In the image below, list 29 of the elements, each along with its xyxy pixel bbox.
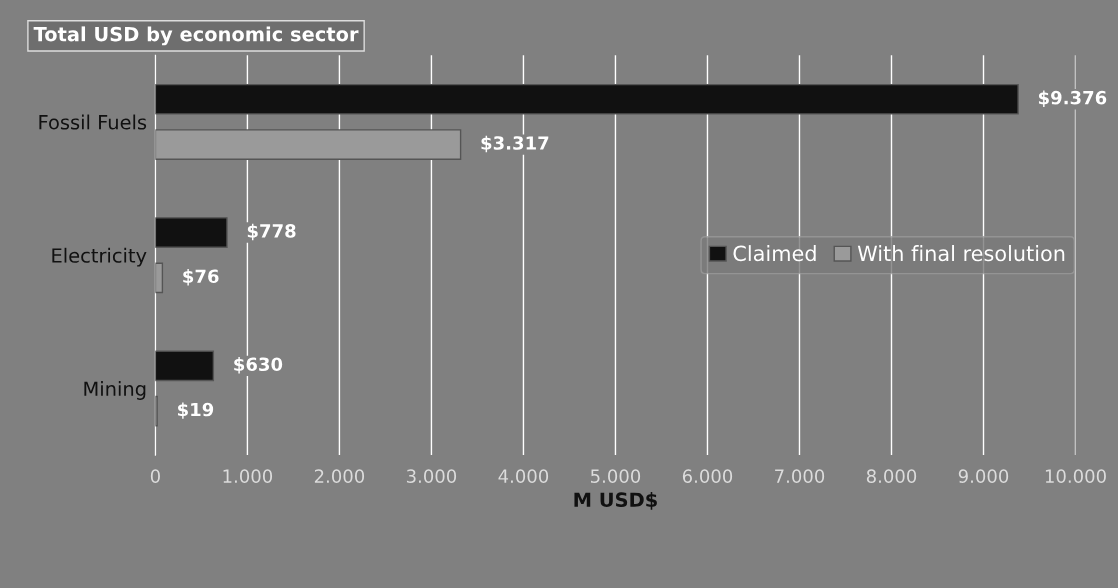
data-label: $9.376 — [1038, 90, 1107, 107]
x-tick-label: 2.000 — [314, 469, 365, 483]
bar — [155, 350, 215, 382]
x-tick-label: 9.000 — [958, 469, 1009, 483]
x-tick-label: 6.000 — [682, 469, 733, 483]
bar — [155, 129, 462, 160]
y-tick-label: Mining — [84, 381, 146, 400]
x-tick-label: 4.000 — [498, 469, 549, 483]
y-tick-label: Electricity — [52, 247, 147, 267]
chart-title: Total USD by economic sector — [33, 26, 359, 46]
x-tick-label: 5.000 — [591, 469, 641, 483]
x-tick-label: 0 — [150, 469, 160, 483]
data-label: $3.317 — [481, 135, 549, 153]
legend-label: With final resolution — [857, 245, 1065, 262]
x-tick-label: 3.000 — [406, 469, 457, 483]
x-tick-label: 1.000 — [223, 469, 273, 483]
x-tick-label: 10.000 — [1045, 469, 1106, 483]
bar — [155, 83, 1019, 115]
legend-label: Claimed — [733, 245, 816, 262]
data-label: $76 — [183, 269, 219, 286]
data-label: $778 — [247, 223, 296, 241]
bar — [155, 217, 228, 248]
x-tick-label: 8.000 — [866, 469, 917, 483]
data-label: $630 — [234, 357, 283, 374]
bar — [155, 262, 164, 294]
y-tick-label: Fossil Fuels — [39, 114, 147, 130]
x-tick-label: 7.000 — [775, 469, 825, 483]
data-label: $19 — [178, 402, 214, 419]
x-axis-title: M USD$ — [574, 492, 657, 510]
